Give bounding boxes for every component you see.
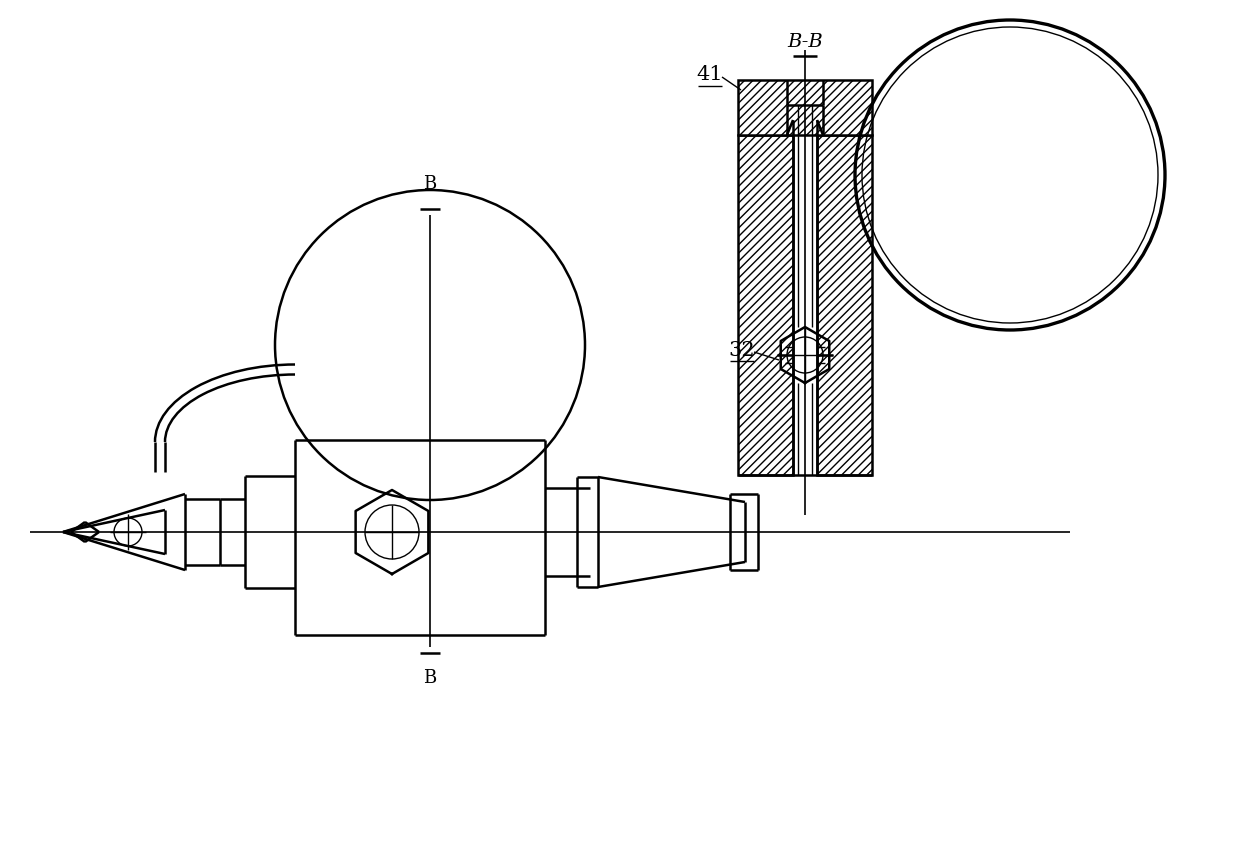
Text: 32: 32 <box>729 341 755 360</box>
Text: 41: 41 <box>697 66 723 85</box>
Bar <box>817 135 872 475</box>
Bar <box>738 135 794 475</box>
Text: B: B <box>423 175 436 193</box>
Bar <box>738 80 872 135</box>
Text: B: B <box>423 669 436 687</box>
Text: B-B: B-B <box>787 33 823 51</box>
